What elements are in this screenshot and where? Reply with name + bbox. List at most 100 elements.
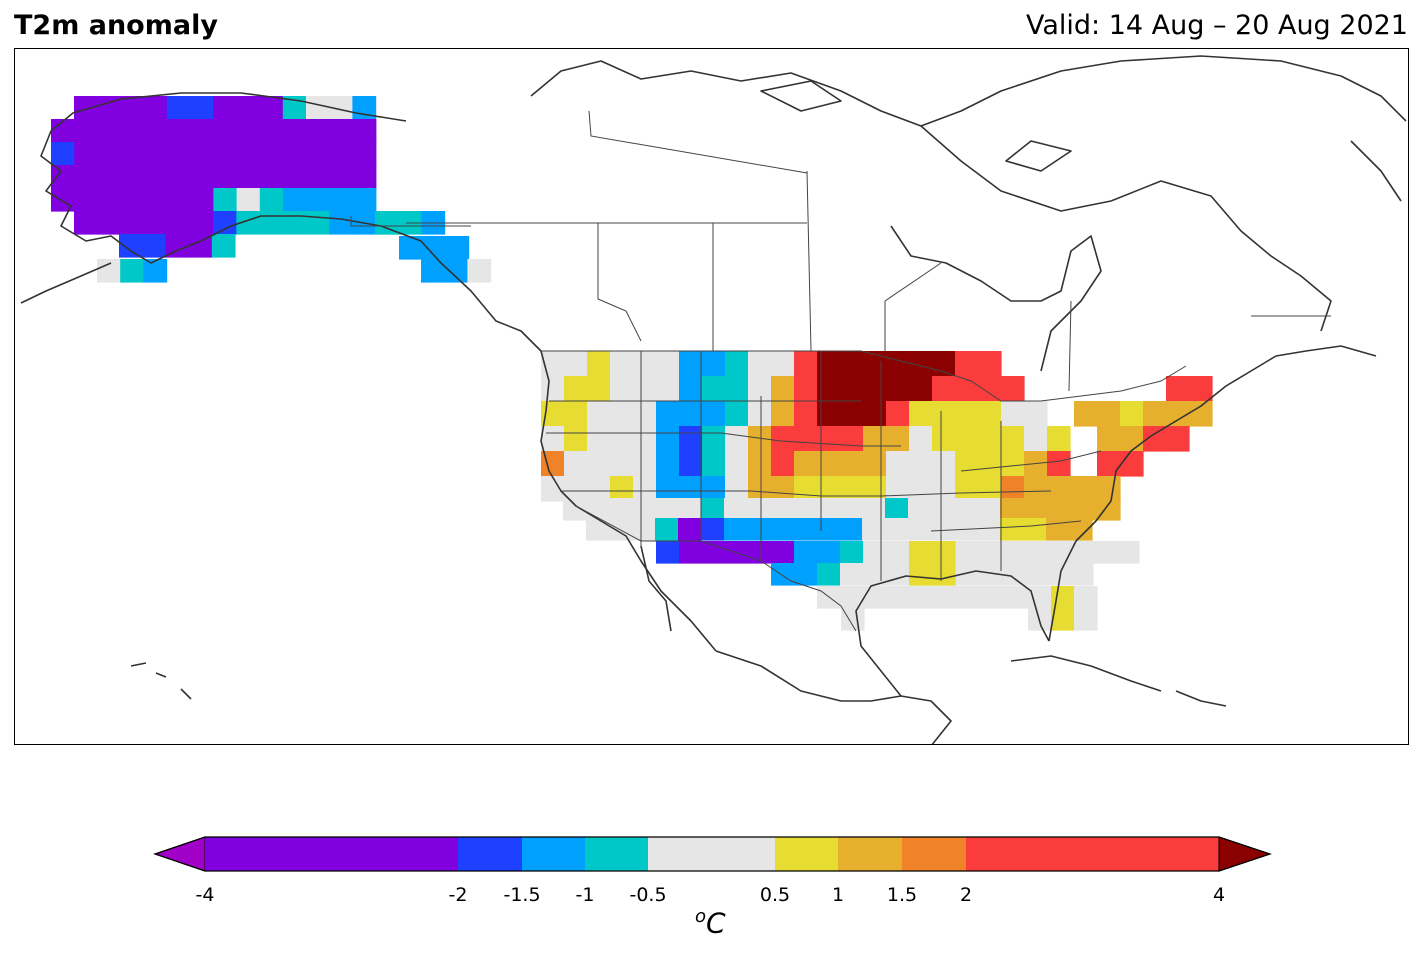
- anomaly-cell: [1097, 451, 1121, 477]
- anomaly-cell: [352, 165, 377, 189]
- colorbar-tick-label: 0.5: [759, 884, 791, 906]
- map-panel: [14, 48, 1409, 745]
- anomaly-cell: [678, 518, 702, 541]
- anomaly-cell: [329, 165, 354, 189]
- anomaly-cell: [840, 376, 864, 402]
- anomaly-map: [20, 55, 1407, 744]
- anomaly-cell: [1189, 401, 1213, 427]
- anomaly-cell: [978, 451, 1002, 477]
- anomaly-cell: [610, 476, 634, 502]
- anomaly-cell: [678, 498, 702, 521]
- anomaly-cell: [51, 188, 75, 212]
- anomaly-cell: [656, 426, 680, 452]
- anomaly-cell: [282, 96, 307, 120]
- anomaly-cell: [1093, 541, 1117, 564]
- anomaly-cell: [862, 498, 886, 521]
- anomaly-cell: [702, 351, 726, 377]
- anomaly-cell: [817, 401, 841, 427]
- anomaly-cell: [352, 142, 377, 166]
- anomaly-cell: [1097, 426, 1121, 452]
- anomaly-cell: [51, 142, 75, 166]
- anomaly-cell: [51, 165, 75, 189]
- anomaly-cell: [541, 426, 565, 452]
- colorbar-bin: [648, 837, 775, 871]
- anomaly-cell: [932, 401, 956, 427]
- anomaly-cell: [931, 498, 955, 521]
- colorbar-tick-label: 2: [959, 884, 973, 906]
- anomaly-cell: [955, 476, 979, 502]
- anomaly-cell: [564, 426, 588, 452]
- anomaly-cell: [143, 188, 168, 212]
- anomaly-cell: [259, 188, 284, 212]
- anomaly-cell: [747, 498, 771, 521]
- anomaly-cell: [143, 119, 168, 143]
- anomaly-cell: [167, 188, 191, 212]
- unit-superscript: o: [695, 906, 707, 927]
- anomaly-cell: [143, 165, 168, 189]
- anomaly-cell: [467, 259, 492, 283]
- anomaly-cell: [213, 188, 238, 212]
- anomaly-cell: [1116, 541, 1140, 564]
- anomaly-cell: [259, 119, 284, 143]
- anomaly-cell: [120, 119, 145, 143]
- anomaly-cell: [236, 119, 261, 143]
- anomaly-cell: [932, 451, 956, 477]
- anomaly-cell: [932, 541, 956, 564]
- anomaly-cell: [816, 518, 840, 541]
- anomaly-cell: [909, 476, 933, 502]
- anomaly-cell: [306, 211, 330, 235]
- anomaly-cell: [794, 376, 818, 402]
- anomaly-cell: [771, 451, 795, 477]
- anomaly-cell: [74, 119, 98, 143]
- anomaly-cell: [236, 96, 261, 120]
- anomaly-cell: [1120, 401, 1144, 427]
- anomaly-cell: [120, 165, 145, 189]
- anomaly-cell: [633, 476, 657, 502]
- anomaly-cell: [748, 541, 772, 564]
- anomaly-cell: [97, 96, 121, 120]
- anomaly-cell: [771, 563, 795, 586]
- anomaly-cell: [633, 451, 657, 477]
- anomaly-cell: [541, 476, 565, 502]
- anomaly-cell: [1023, 518, 1047, 541]
- anomaly-cell: [863, 376, 887, 402]
- anomaly-cell: [977, 518, 1001, 541]
- anomaly-cell: [793, 498, 817, 521]
- anomaly-cell: [1001, 401, 1025, 427]
- anomaly-cell: [655, 498, 679, 521]
- anomaly-cell: [840, 351, 864, 377]
- anomaly-cell: [1001, 376, 1025, 402]
- anomaly-cell: [771, 541, 795, 564]
- anomaly-cell: [725, 351, 749, 377]
- anomaly-cell: [1024, 563, 1048, 586]
- anomaly-cell: [862, 518, 886, 541]
- anomaly-cell: [1028, 586, 1052, 609]
- anomaly-cell: [259, 211, 284, 235]
- anomaly-cell: [840, 476, 864, 502]
- anomaly-cell: [236, 188, 261, 212]
- anomaly-cell: [142, 234, 166, 258]
- anomaly-cell: [283, 188, 307, 212]
- anomaly-cell: [748, 426, 772, 452]
- anomaly-cell: [586, 518, 610, 541]
- anomaly-cell: [166, 211, 191, 235]
- anomaly-cell: [236, 142, 261, 166]
- anomaly-cell: [886, 476, 910, 502]
- anomaly-cell: [863, 541, 887, 564]
- anomaly-cell: [120, 259, 144, 283]
- anomaly-cell: [633, 376, 657, 402]
- anomaly-cell: [655, 518, 679, 541]
- anomaly-cell: [120, 142, 145, 166]
- anomaly-cell: [817, 376, 841, 402]
- anomaly-cell: [97, 259, 121, 283]
- anomaly-cell: [632, 498, 656, 521]
- anomaly-cell: [656, 401, 680, 427]
- colorbar-tick-label: 4: [1212, 884, 1226, 906]
- anomaly-cell: [633, 351, 657, 377]
- colorbar-bin: [458, 837, 522, 871]
- anomaly-cell: [794, 541, 818, 564]
- anomaly-cell: [564, 376, 588, 402]
- anomaly-cell: [978, 563, 1002, 586]
- anomaly-cell: [701, 518, 725, 541]
- colorbar-bin: [966, 837, 1219, 871]
